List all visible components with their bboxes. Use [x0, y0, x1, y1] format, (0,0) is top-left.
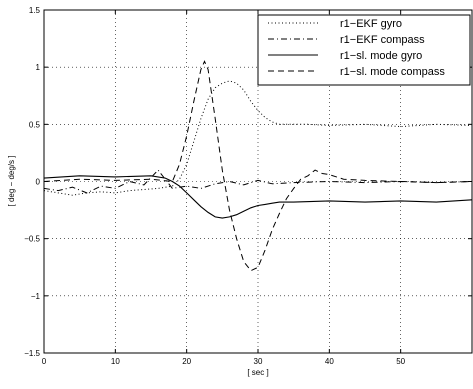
x-tick-label: 0 [42, 357, 47, 366]
legend-label: r1−sl. mode compass [340, 66, 445, 78]
x-tick-label: 20 [182, 357, 191, 366]
x-tick-label: 50 [396, 357, 405, 366]
legend-label: r1−EKF gyro [340, 18, 402, 30]
series-line-sl-mode-compass [43, 60, 473, 272]
x-axis-label: [ sec ] [247, 368, 268, 377]
y-tick-label: 0 [36, 178, 41, 187]
series-line-ekf-compass [43, 169, 473, 194]
y-tick-label: −0.5 [24, 235, 40, 244]
y-tick-label: 1 [36, 63, 41, 72]
x-tick-label: 40 [325, 357, 334, 366]
y-tick-label: 1.5 [29, 6, 41, 15]
series-line-sl-mode-gyro [43, 175, 473, 219]
y-tick-label: −1.5 [24, 349, 40, 358]
y-tick-label: −1 [31, 292, 41, 301]
ticks: 0 10 20 30 40 50 −1.5 −1 −0.5 0 0.5 1 1.5 [24, 6, 472, 366]
series-line-ekf-gyro [43, 80, 473, 196]
legend: r1−EKF gyro r1−EKF compass r1−sl. mode gyr… [257, 14, 471, 86]
x-tick-label: 30 [254, 357, 263, 366]
y-tick-label: 0.5 [29, 120, 41, 129]
x-tick-label: 10 [111, 357, 120, 366]
legend-label: r1−sl. mode gyro [340, 50, 422, 62]
legend-box [257, 14, 471, 86]
series-layer [43, 60, 473, 272]
y-axis-label: [ deg − deg/s ] [7, 156, 16, 207]
legend-label: r1−EKF compass [340, 34, 425, 46]
